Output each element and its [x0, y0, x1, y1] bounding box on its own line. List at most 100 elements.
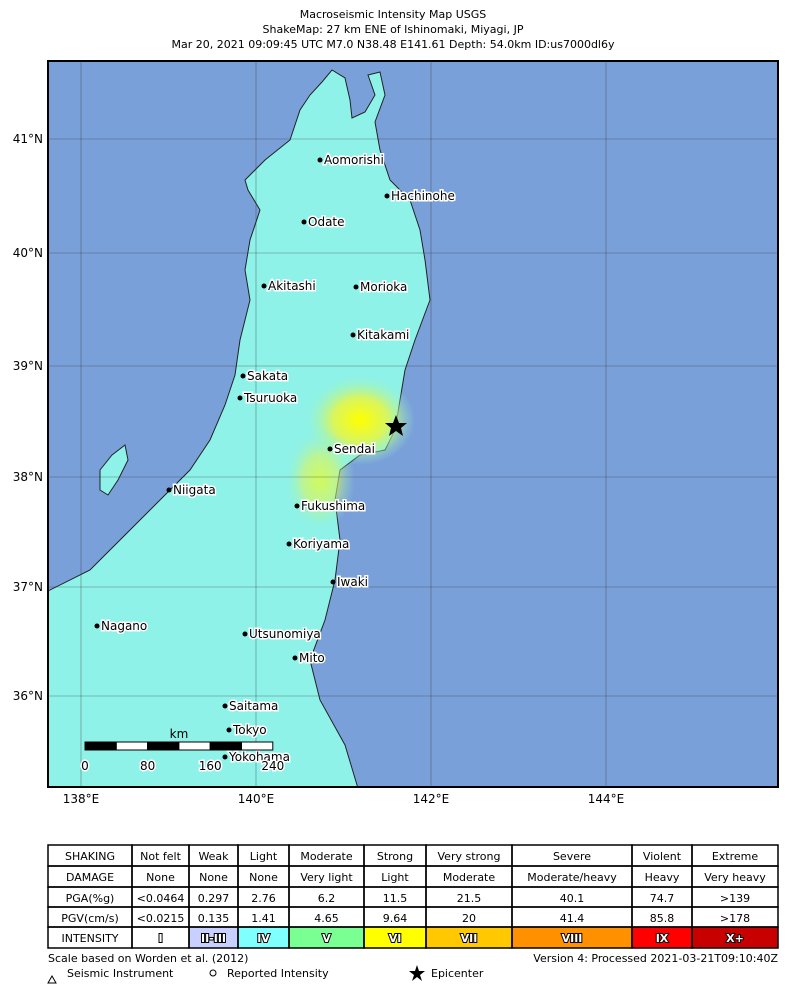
table-text: IX [656, 932, 669, 945]
city-label: Sendai [334, 442, 375, 456]
lon-label: 142°E [413, 792, 450, 806]
lat-label: 38°N [13, 470, 43, 484]
table-text: Very strong [438, 850, 501, 863]
city-dot [261, 283, 267, 289]
table-text: None [199, 871, 228, 884]
table-text: 9.64 [383, 912, 408, 925]
city-label: Saitama [229, 699, 278, 713]
scale-segment [178, 741, 211, 751]
city-label: Odate [308, 215, 345, 229]
table-text: None [146, 871, 175, 884]
table-text: VIII [562, 932, 583, 945]
legend-circle [209, 969, 217, 977]
city-dot [353, 284, 359, 290]
legend-star [409, 965, 425, 981]
table-cell [691, 926, 779, 949]
version: Version 4: Processed 2021-03-21T09:10:40… [533, 952, 778, 965]
table-text: >178 [720, 912, 750, 925]
table-text: 40.1 [560, 892, 585, 905]
scale-unit: km [170, 727, 189, 741]
city-label: Hachinohe [391, 189, 455, 203]
table-text: 85.8 [650, 912, 675, 925]
city-dot [350, 332, 356, 338]
table-text: Violent [643, 850, 682, 863]
city-label: Aomorishi [324, 153, 384, 167]
table-text: 4.65 [314, 912, 339, 925]
legend-text: Seismic Instrument [67, 967, 174, 980]
table-text: Moderate [443, 871, 496, 884]
table-text: Severe [553, 850, 591, 863]
lat-label: 39°N [13, 359, 43, 373]
city-dot [222, 754, 228, 760]
table-text: 0.297 [198, 892, 230, 905]
city-dot [166, 487, 172, 493]
city-label: Mito [299, 651, 325, 665]
scale-segment [241, 741, 274, 751]
table-text: PGA(%g) [66, 892, 115, 905]
city-dot [286, 541, 292, 547]
table-text: VI [389, 932, 402, 945]
table-text: Light [250, 850, 278, 863]
city-label: Kitakami [357, 328, 409, 342]
city-label: Iwaki [337, 575, 368, 589]
city-label: Fukushima [301, 499, 365, 513]
table-text: VII [461, 932, 478, 945]
table-text: Strong [377, 850, 413, 863]
legend-triangle [47, 974, 57, 984]
city-label: Yokohama [228, 750, 290, 764]
city-dot [240, 373, 246, 379]
table-text: 20 [462, 912, 476, 925]
table-text: IV [257, 932, 270, 945]
lon-label: 144°E [588, 792, 625, 806]
table-text: Very light [300, 871, 353, 884]
scale-segment [84, 741, 117, 751]
city-dot [301, 219, 307, 225]
epicenter [385, 415, 407, 436]
table-text: INTENSITY [61, 932, 118, 945]
city-dot [222, 703, 228, 709]
city-label: Nagano [101, 619, 147, 633]
table-text: Light [381, 871, 409, 884]
table-text: Moderate [300, 850, 353, 863]
lon-label: 140°E [238, 792, 275, 806]
scale-segment [115, 741, 149, 751]
table-text: II-III [201, 932, 226, 945]
lat-label: 36°N [13, 689, 43, 703]
island [99, 444, 129, 496]
table-text: Weak [198, 850, 229, 863]
table [132, 927, 778, 948]
city-label: Sakata [247, 369, 288, 383]
table-text: 74.7 [650, 892, 675, 905]
table-text: PGV(cm/s) [61, 912, 118, 925]
scale-label: 240 [261, 759, 284, 773]
scale-label: 0 [81, 759, 89, 773]
city-dot [237, 395, 243, 401]
table-text: I [158, 932, 162, 945]
city-label: Akitashi [268, 279, 316, 293]
city-label: Morioka [360, 280, 407, 294]
table-text: <0.0215 [137, 912, 185, 925]
city-dot [292, 655, 298, 661]
city-label: Koriyama [293, 537, 349, 551]
table-text: 41.4 [560, 912, 585, 925]
intensity-area [285, 430, 355, 530]
city-dot [327, 446, 333, 452]
lat-label: 40°N [13, 246, 43, 260]
table-text: V [322, 932, 331, 945]
table-text: <0.0464 [137, 892, 185, 905]
table-text: 2.76 [251, 892, 276, 905]
title-line: Mar 20, 2021 09:09:45 UTC M7.0 N38.48 E1… [171, 38, 615, 51]
table-text: >139 [720, 892, 750, 905]
scale-segment [147, 741, 180, 751]
city-dot [317, 157, 323, 163]
table-text: X+ [726, 932, 744, 945]
legend-text: Reported Intensity [227, 967, 329, 980]
city-dot [94, 623, 100, 629]
table-text: SHAKING [65, 850, 115, 863]
city-label: Utsunomiya [249, 627, 321, 641]
table-text: 11.5 [383, 892, 408, 905]
city-dot [384, 193, 390, 199]
scale-label: 160 [199, 759, 222, 773]
table-text: Extreme [712, 850, 759, 863]
